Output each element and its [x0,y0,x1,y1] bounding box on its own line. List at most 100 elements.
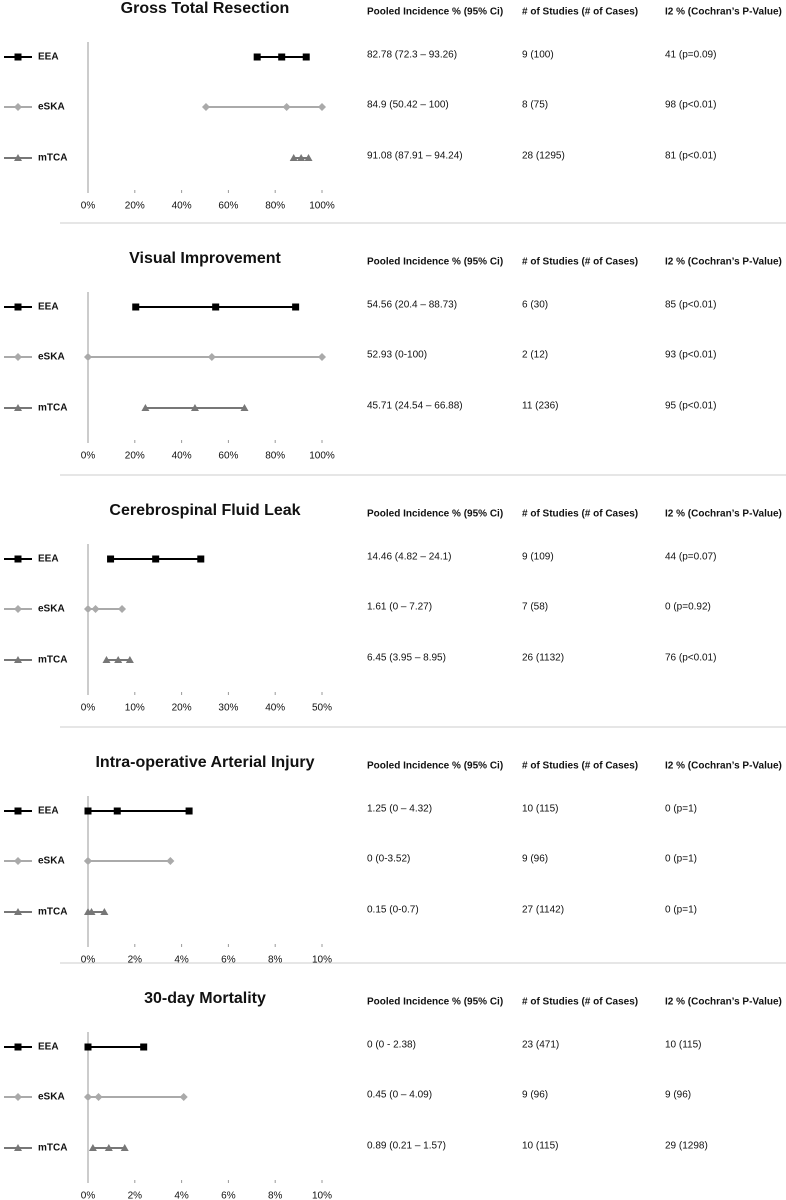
table-cell: 14.46 (4.82 – 24.1) [367,552,452,563]
table-cell: 9 (109) [522,552,554,563]
ci-lower [84,353,92,361]
x-tick-label: 0% [81,451,96,462]
x-tick-label: 8% [268,955,283,966]
table-cell: 9 (100) [522,50,554,61]
x-tick-label: 8% [268,1191,283,1200]
table-cell: 10 (115) [522,804,559,815]
legend-label: eSKA [38,604,65,615]
x-tick-label: 100% [309,451,335,462]
ci-lower [132,303,140,311]
table-cell: 9 (96) [665,1090,691,1101]
x-tick-label: 20% [125,201,145,212]
x-tick-label: 10% [312,1191,332,1200]
ci-lower [84,1093,92,1101]
legend-label: EEA [38,1042,59,1053]
ci-upper [240,404,249,411]
legend-marker [14,1144,22,1151]
ci-upper [125,656,134,663]
legend-label: EEA [38,52,59,63]
ci-lower [84,807,92,815]
table-cell: 82.78 (72.3 – 93.26) [367,50,457,61]
legend-marker [14,1043,22,1051]
column-header: I2 % (Cochran’s P-Value) [665,997,782,1008]
column-header: I2 % (Cochran’s P-Value) [665,509,782,520]
point-estimate [207,353,216,361]
x-tick-label: 0% [81,1191,96,1200]
legend-label: eSKA [38,856,65,867]
x-tick-label: 40% [265,703,285,714]
ci-upper [304,154,313,161]
x-tick-label: 6% [221,1191,236,1200]
x-tick-label: 2% [128,1191,143,1200]
table-cell: 45.71 (24.54 – 66.88) [367,401,463,412]
x-tick-label: 100% [309,201,335,212]
x-tick-label: 50% [312,703,332,714]
column-header: # of Studies (# of Cases) [522,997,638,1008]
table-cell: 1.25 (0 – 4.32) [367,804,432,815]
table-cell: 10 (115) [665,1040,702,1051]
column-header: I2 % (Cochran’s P-Value) [665,257,782,268]
table-cell: 41 (p=0.09) [665,50,716,61]
table-cell: 10 (115) [522,1141,559,1152]
legend-marker [14,103,22,111]
table-cell: 0.15 (0-0.7) [367,905,419,916]
table-cell: 28 (1295) [522,151,565,162]
legend-marker [14,857,22,865]
ci-upper [100,908,109,915]
x-tick-label: 20% [172,703,192,714]
legend-label: mTCA [38,907,67,918]
legend-marker [14,605,22,613]
point-estimate [282,103,291,111]
ci-upper [292,303,300,311]
point-estimate [190,404,199,411]
x-tick-label: 30% [218,703,238,714]
legend-label: mTCA [38,655,67,666]
table-cell: 11 (236) [522,401,559,412]
legend-label: eSKA [38,352,65,363]
table-cell: 54.56 (20.4 – 88.73) [367,300,457,311]
ci-lower [84,605,92,613]
x-tick-label: 2% [128,955,143,966]
ci-upper [118,605,127,613]
legend-marker [14,404,22,411]
x-tick-label: 40% [172,201,192,212]
ci-upper [120,1144,129,1151]
panel-title: Gross Total Resection [121,0,290,17]
table-cell: 9 (96) [522,854,548,865]
point-estimate [152,555,160,563]
panel-title: 30-day Mortality [144,990,266,1007]
table-cell: 95 (p<0.01) [665,401,716,412]
table-cell: 76 (p<0.01) [665,653,716,664]
column-header: Pooled Incidence % (95% Ci) [367,997,503,1008]
point-estimate [104,1144,113,1151]
ci-upper [197,555,205,563]
column-header: I2 % (Cochran’s P-Value) [665,761,782,772]
column-header: # of Studies (# of Cases) [522,7,638,18]
ci-upper [179,1093,188,1101]
table-cell: 7 (58) [522,602,548,613]
x-tick-label: 20% [125,451,145,462]
legend-marker [14,353,22,361]
panel-title: Cerebrospinal Fluid Leak [109,502,300,519]
ci-lower [102,656,111,663]
legend-label: EEA [38,554,59,565]
table-cell: 8 (75) [522,100,548,111]
table-cell: 6.45 (3.95 – 8.95) [367,653,446,664]
table-cell: 0 (0 - 2.38) [367,1040,416,1051]
table-cell: 0 (0-3.52) [367,854,410,865]
table-cell: 93 (p<0.01) [665,350,716,361]
ci-upper [166,857,175,865]
table-cell: 0 (p=1) [665,905,697,916]
ci-upper [140,1043,148,1051]
point-estimate [114,656,123,663]
table-cell: 0 (p=0.92) [665,602,711,613]
ci-lower [253,53,261,61]
x-tick-label: 4% [174,955,189,966]
point-estimate [94,1093,103,1101]
legend-marker [14,656,22,663]
table-cell: 26 (1132) [522,653,564,664]
column-header: # of Studies (# of Cases) [522,257,638,268]
x-tick-label: 80% [265,451,285,462]
legend-label: mTCA [38,153,67,164]
column-header: # of Studies (# of Cases) [522,509,638,520]
